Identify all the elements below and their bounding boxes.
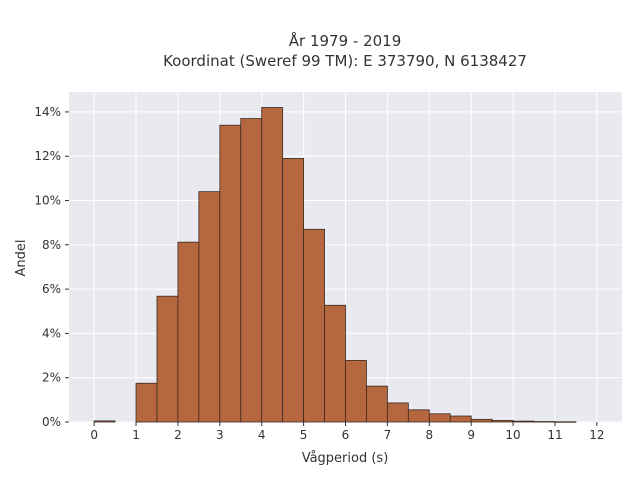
y-tick-label: 4% xyxy=(42,326,61,340)
x-tick-label: 4 xyxy=(258,428,266,442)
histogram-bar xyxy=(219,124,242,423)
histogram-bar xyxy=(303,228,325,423)
histogram-bar xyxy=(407,409,430,423)
x-tick-label: 5 xyxy=(300,428,308,442)
x-tick-label: 9 xyxy=(467,428,475,442)
x-tick-label: 12 xyxy=(589,428,604,442)
histogram-bar xyxy=(135,382,158,423)
histogram-bar xyxy=(345,360,367,423)
histogram-bar xyxy=(282,158,305,423)
histogram-bar xyxy=(198,191,221,423)
histogram-bar xyxy=(177,241,200,423)
y-tick-label: 2% xyxy=(42,371,61,385)
y-tick-label: 0% xyxy=(42,415,61,429)
x-tick-label: 2 xyxy=(174,428,182,442)
x-axis-ticks: 0 1 2 3 4 5 6 7 8 9 10 11 12 xyxy=(90,422,605,442)
x-tick-label: 1 xyxy=(132,428,140,442)
x-tick-label: 0 xyxy=(90,428,98,442)
histogram-bar xyxy=(449,415,472,423)
chart-title-line2: Koordinat (Sweref 99 TM): E 373790, N 61… xyxy=(163,52,527,70)
histogram-bar xyxy=(512,420,535,423)
x-tick-label: 3 xyxy=(216,428,224,442)
x-tick-label: 10 xyxy=(505,428,520,442)
y-axis-label: Andel xyxy=(14,240,29,277)
y-tick-label: 10% xyxy=(34,194,61,208)
y-tick-label: 12% xyxy=(34,149,61,163)
chart-title-line1: År 1979 - 2019 xyxy=(289,31,402,50)
histogram-bar xyxy=(93,420,116,423)
histogram-bar xyxy=(554,421,577,423)
x-tick-label: 8 xyxy=(425,428,433,442)
y-tick-label: 14% xyxy=(34,105,61,119)
y-tick-label: 6% xyxy=(42,282,61,296)
histogram-bar xyxy=(533,421,556,423)
y-axis-ticks: 0% 2% 4% 6% 8% 10% 12% 14% xyxy=(34,105,69,429)
histogram-bar xyxy=(240,118,263,423)
histogram-bar xyxy=(386,402,409,423)
x-tick-label: 6 xyxy=(342,428,350,442)
histogram-bar xyxy=(261,107,284,423)
histogram-bars xyxy=(93,107,577,423)
histogram-bar xyxy=(156,295,179,423)
histogram-bar xyxy=(491,420,514,423)
histogram-bar xyxy=(324,304,346,423)
x-axis-label: Vågperiod (s) xyxy=(302,451,389,466)
y-tick-label: 8% xyxy=(42,238,61,252)
x-tick-label: 11 xyxy=(547,428,562,442)
histogram-bar xyxy=(470,418,493,423)
histogram-bar xyxy=(366,385,388,423)
x-tick-label: 7 xyxy=(384,428,392,442)
histogram-bar xyxy=(428,413,451,423)
